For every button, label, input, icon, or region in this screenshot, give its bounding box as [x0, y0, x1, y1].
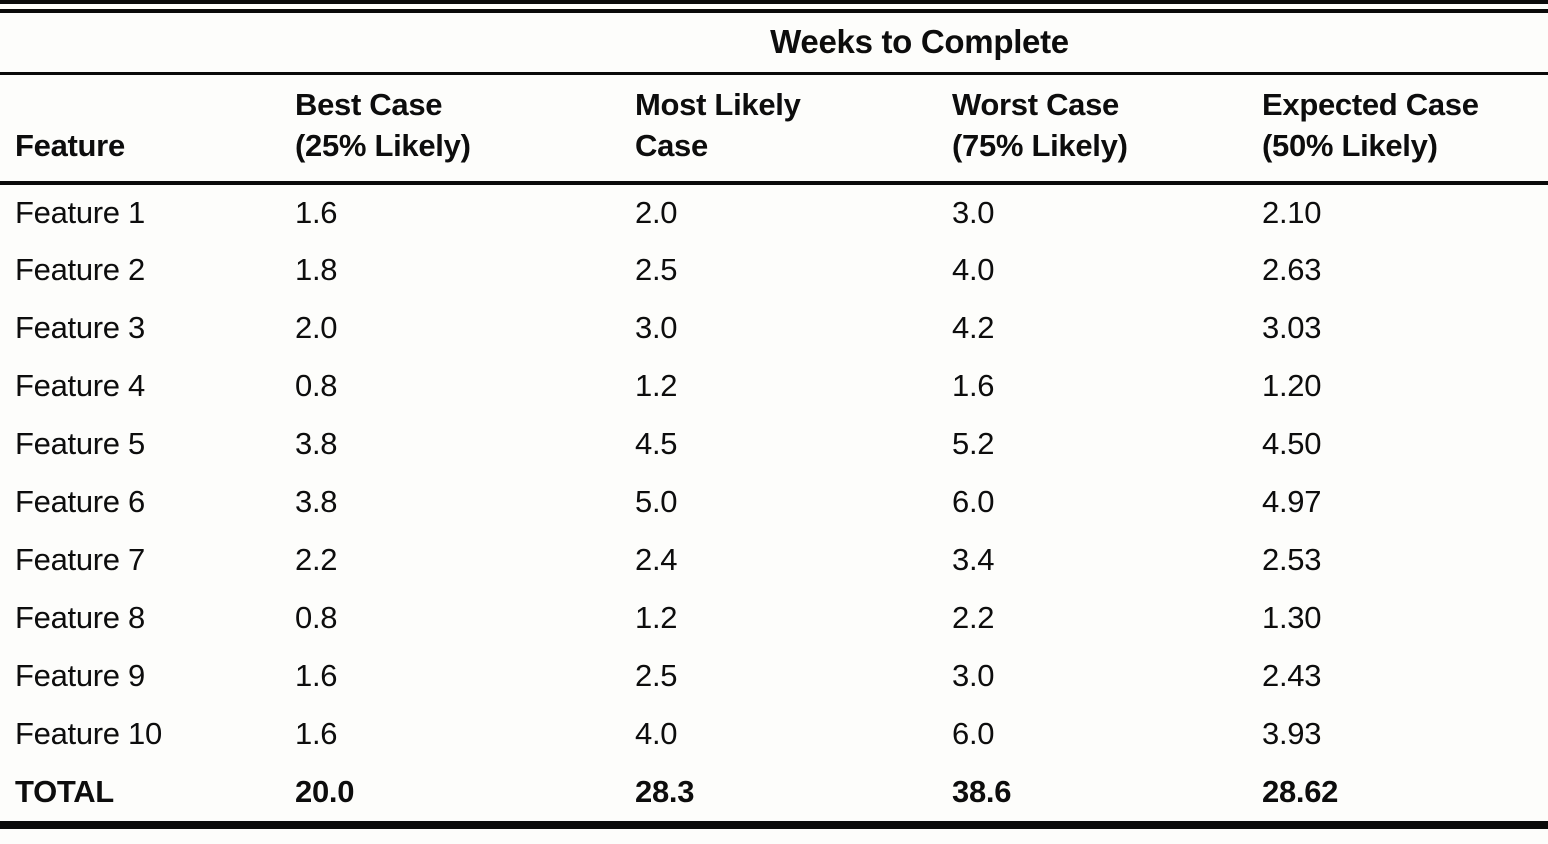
- cell-expected-case: 1.30: [1262, 600, 1322, 635]
- cell-worst-case: 6.0: [952, 716, 995, 751]
- spanner-header-row: Weeks to Complete: [0, 11, 1548, 75]
- column-header-row: Feature Best Case (25% Likely) Most Like…: [0, 73, 1548, 185]
- total-most-likely: 28.3: [635, 774, 695, 809]
- cell-worst-case: 2.2: [952, 600, 995, 635]
- cell-best-case: 0.8: [295, 368, 338, 403]
- table-row: Feature 8 0.8 1.2 2.2 1.30: [0, 589, 1548, 647]
- table-row: Feature 2 1.8 2.5 4.0 2.63: [0, 241, 1548, 299]
- cell-feature-name: Feature 1: [15, 195, 145, 230]
- total-best-case: 20.0: [295, 774, 355, 809]
- cell-feature-name: Feature 9: [15, 658, 145, 693]
- col-header-best-case: Best Case (25% Likely): [289, 73, 629, 185]
- table-row: Feature 7 2.2 2.4 3.4 2.53: [0, 531, 1548, 589]
- cell-feature-name: Feature 10: [15, 716, 162, 751]
- cell-expected-case: 3.03: [1262, 310, 1322, 345]
- total-label: TOTAL: [15, 774, 114, 809]
- cell-worst-case: 6.0: [952, 484, 995, 519]
- cell-most-likely: 5.0: [635, 484, 678, 519]
- col-header-most-line1: Most Likely: [635, 87, 801, 123]
- cell-best-case: 1.6: [295, 195, 338, 230]
- cell-expected-case: 2.43: [1262, 658, 1322, 693]
- cell-worst-case: 5.2: [952, 426, 995, 461]
- col-header-expected-case: Expected Case (50% Likely): [1256, 73, 1548, 185]
- table-row: Feature 3 2.0 3.0 4.2 3.03: [0, 299, 1548, 357]
- cell-feature-name: Feature 7: [15, 542, 145, 577]
- cell-expected-case: 3.93: [1262, 716, 1322, 751]
- cell-worst-case: 4.0: [952, 252, 995, 287]
- estimation-table: Weeks to Complete Feature Best Case (25%…: [0, 9, 1548, 829]
- cell-worst-case: 1.6: [952, 368, 995, 403]
- col-header-most-likely: Most Likely Case: [629, 73, 946, 185]
- cell-worst-case: 4.2: [952, 310, 995, 345]
- col-header-worst-line2: (75% Likely): [952, 128, 1128, 164]
- spanner-empty-cell: [0, 11, 289, 75]
- cell-feature-name: Feature 5: [15, 426, 145, 461]
- table-row: Feature 10 1.6 4.0 6.0 3.93: [0, 705, 1548, 763]
- cell-most-likely: 1.2: [635, 600, 678, 635]
- cell-best-case: 2.2: [295, 542, 338, 577]
- cell-best-case: 1.6: [295, 716, 338, 751]
- table-row: Feature 9 1.6 2.5 3.0 2.43: [0, 647, 1548, 705]
- col-header-worst-line1: Worst Case: [952, 87, 1119, 123]
- cell-feature-name: Feature 2: [15, 252, 145, 287]
- cell-feature-name: Feature 6: [15, 484, 145, 519]
- cell-most-likely: 4.0: [635, 716, 678, 751]
- col-header-most-line2: Case: [635, 128, 708, 164]
- cell-best-case: 2.0: [295, 310, 338, 345]
- cell-expected-case: 2.63: [1262, 252, 1322, 287]
- col-header-best-line2: (25% Likely): [295, 128, 471, 164]
- cell-most-likely: 2.5: [635, 658, 678, 693]
- cell-most-likely: 4.5: [635, 426, 678, 461]
- table-title: Weeks to Complete: [289, 11, 1548, 75]
- cell-most-likely: 1.2: [635, 368, 678, 403]
- col-header-best-line1: Best Case: [295, 87, 443, 123]
- cell-expected-case: 4.97: [1262, 484, 1322, 519]
- cell-expected-case: 2.53: [1262, 542, 1322, 577]
- cell-best-case: 3.8: [295, 426, 338, 461]
- cell-worst-case: 3.0: [952, 658, 995, 693]
- cell-best-case: 1.6: [295, 658, 338, 693]
- table-row: Feature 1 1.6 2.0 3.0 2.10: [0, 183, 1548, 241]
- cell-best-case: 1.8: [295, 252, 338, 287]
- total-worst-case: 38.6: [952, 774, 1012, 809]
- cell-best-case: 0.8: [295, 600, 338, 635]
- table-row: Feature 6 3.8 5.0 6.0 4.97: [0, 473, 1548, 531]
- col-header-expected-line2: (50% Likely): [1262, 128, 1438, 164]
- table-total-row: TOTAL 20.0 28.3 38.6 28.62: [0, 763, 1548, 825]
- cell-best-case: 3.8: [295, 484, 338, 519]
- cell-most-likely: 2.5: [635, 252, 678, 287]
- col-header-expected-line1: Expected Case: [1262, 87, 1479, 123]
- cell-expected-case: 1.20: [1262, 368, 1322, 403]
- cell-feature-name: Feature 8: [15, 600, 145, 635]
- table-row: Feature 5 3.8 4.5 5.2 4.50: [0, 415, 1548, 473]
- cell-expected-case: 2.10: [1262, 195, 1322, 230]
- total-expected-case: 28.62: [1262, 774, 1339, 809]
- cell-feature-name: Feature 4: [15, 368, 145, 403]
- cell-feature-name: Feature 3: [15, 310, 145, 345]
- cell-most-likely: 3.0: [635, 310, 678, 345]
- cell-worst-case: 3.0: [952, 195, 995, 230]
- cell-expected-case: 4.50: [1262, 426, 1322, 461]
- cell-most-likely: 2.4: [635, 542, 678, 577]
- cell-most-likely: 2.0: [635, 195, 678, 230]
- col-header-worst-case: Worst Case (75% Likely): [946, 73, 1256, 185]
- cell-worst-case: 3.4: [952, 542, 995, 577]
- col-header-feature: Feature: [0, 73, 289, 185]
- table-row: Feature 4 0.8 1.2 1.6 1.20: [0, 357, 1548, 415]
